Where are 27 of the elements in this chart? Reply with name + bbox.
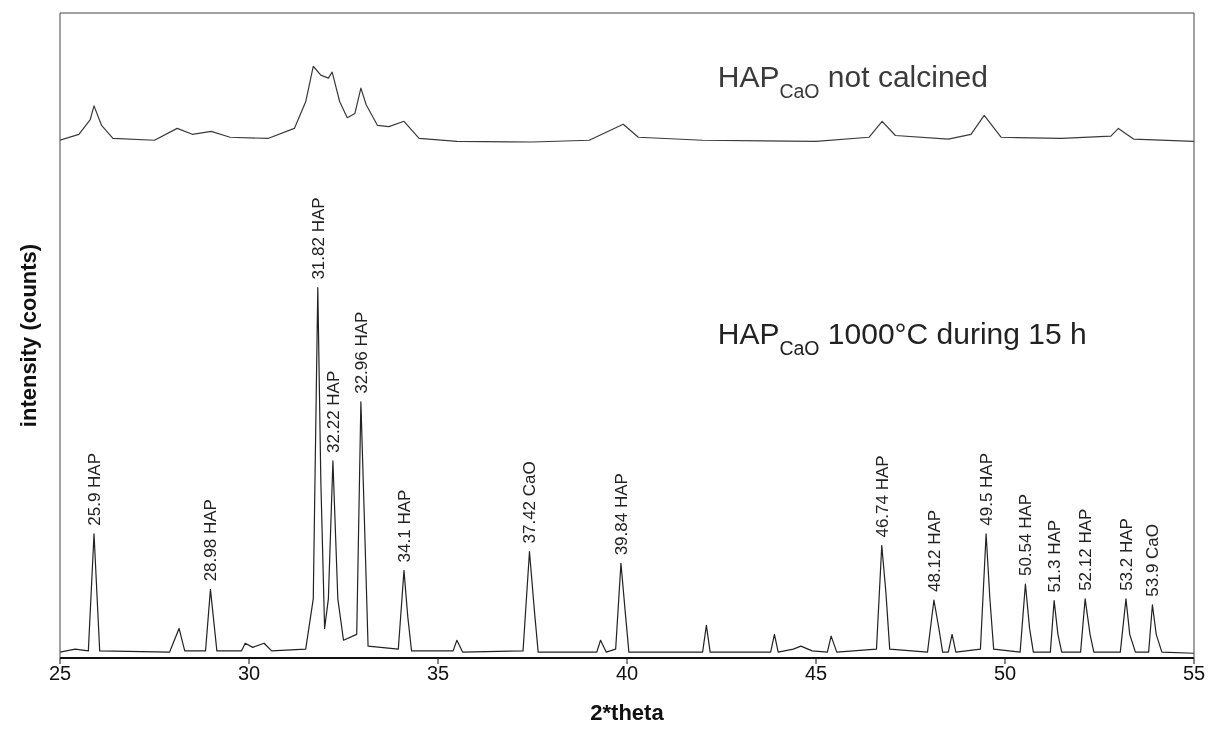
text: HAP$_{CaO}$ 1000°C during 15 h: [717, 317, 1087, 360]
annotation: 25.9 HAP: [85, 452, 105, 526]
x-tick-label: 45: [804, 662, 828, 685]
x-tick-label: 55: [1182, 662, 1206, 685]
annotation: 52.12 HAP: [1076, 508, 1096, 591]
annotation: 53.2 HAP: [1116, 518, 1136, 591]
annotation: 32.96 HAP: [351, 311, 371, 394]
x-tick-label: 30: [237, 662, 261, 685]
annotation: 32.22 HAP: [323, 370, 343, 453]
x-tick-label: 35: [426, 662, 450, 685]
annotation: 50.54 HAP: [1016, 493, 1036, 577]
annotation: 28.98 HAP: [201, 499, 221, 582]
x-tick-label: 25: [48, 662, 72, 685]
x-axis-title: 2*theta: [590, 700, 665, 725]
annotation: 49.5 HAP: [977, 452, 997, 526]
series-label: HAP$_{CaO}$ not calcined: [717, 59, 988, 102]
annotation: 46.74 HAP: [872, 455, 892, 538]
annotation: 39.84 HAP: [611, 473, 631, 556]
annotation: 53.9 CaO: [1143, 523, 1163, 597]
y-axis-title: intensity (counts): [15, 243, 41, 428]
annotation: 51.3 HAP: [1045, 519, 1065, 593]
x-tick-label: 40: [615, 662, 639, 685]
annotation: 34.1 HAP: [394, 489, 414, 563]
annotation: 31.82 HAP: [308, 197, 328, 280]
annotation: 37.42 CaO: [520, 461, 540, 544]
x-tick-label: 50: [993, 662, 1017, 685]
annotation: 48.12 HAP: [924, 509, 944, 593]
